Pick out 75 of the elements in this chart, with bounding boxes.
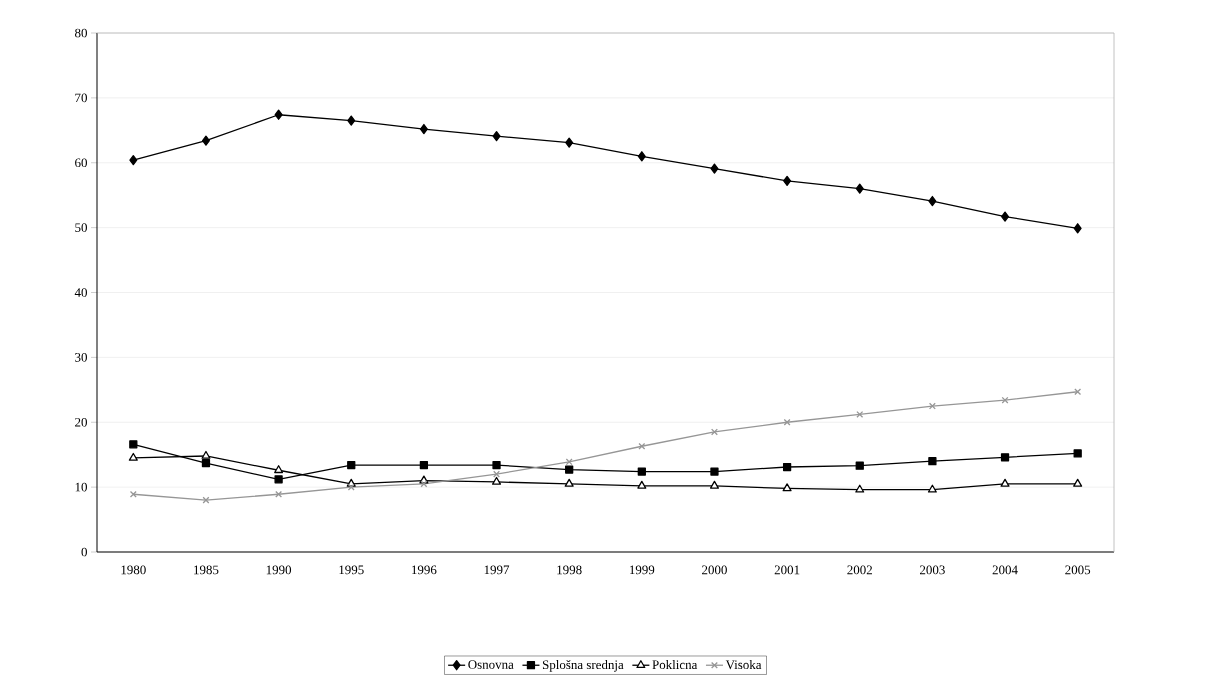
point	[128, 452, 138, 461]
point	[419, 460, 429, 470]
point	[275, 490, 283, 498]
x-tick-label: 2001	[774, 565, 800, 575]
point	[927, 484, 937, 493]
legend-label: Poklicna	[652, 660, 698, 670]
legend-label: Osnovna	[468, 660, 514, 669]
point	[274, 475, 283, 484]
x-tick-label: 1998	[557, 565, 582, 575]
x-tick-label: 2000	[702, 565, 727, 575]
point	[928, 402, 936, 410]
y-tick-label: 70	[75, 93, 87, 103]
point	[201, 135, 210, 146]
x-tick-label: 2003	[920, 565, 945, 575]
point	[565, 137, 574, 148]
point	[274, 109, 283, 120]
point	[493, 470, 500, 478]
point	[928, 457, 937, 466]
y-tick-label: 0	[81, 547, 87, 557]
point	[564, 478, 574, 487]
x-tick-label: 1990	[266, 565, 292, 575]
point	[710, 163, 719, 174]
point	[1001, 211, 1010, 222]
point	[201, 458, 211, 468]
point	[347, 460, 356, 470]
point	[1000, 478, 1010, 487]
y-tick-label: 30	[75, 353, 87, 362]
point	[783, 175, 792, 187]
x-tick-label: 2005	[1065, 565, 1091, 575]
point	[1000, 453, 1010, 462]
point	[855, 461, 864, 470]
point	[129, 155, 138, 166]
point	[928, 195, 937, 207]
point	[710, 467, 719, 476]
point	[565, 465, 574, 474]
point	[710, 428, 718, 436]
x-tick-label: 1980	[121, 565, 146, 575]
point	[201, 450, 211, 459]
point	[782, 483, 792, 492]
point	[709, 480, 719, 489]
y-tick-label: 40	[74, 288, 87, 297]
point	[637, 480, 647, 489]
legend-label: Visoka	[725, 660, 762, 670]
point	[637, 467, 646, 476]
point	[1073, 223, 1082, 234]
point	[1001, 396, 1009, 404]
x-tick-label: 1995	[339, 565, 364, 575]
y-tick-label: 80	[75, 28, 87, 38]
point	[347, 115, 356, 126]
x-tick-label: 1985	[194, 565, 219, 575]
point	[419, 123, 428, 135]
point	[855, 484, 865, 493]
y-tick-label: 10	[75, 482, 87, 492]
point	[492, 460, 501, 470]
point	[782, 462, 792, 472]
y-tick-label: 50	[75, 223, 87, 232]
point	[856, 411, 864, 418]
point	[274, 465, 284, 474]
x-tick-label: 2002	[847, 565, 872, 575]
point	[637, 151, 646, 162]
point	[1073, 478, 1083, 487]
y-tick-label: 20	[75, 417, 87, 427]
point	[783, 418, 791, 426]
point	[347, 483, 355, 491]
legend-label: Splošna srednja	[542, 659, 624, 672]
x-tick-label: 1997	[484, 565, 510, 575]
y-tick-label: 60	[75, 158, 87, 168]
point	[492, 476, 502, 485]
x-tick-label: 1999	[630, 565, 655, 575]
x-tick-label: 2004	[992, 565, 1018, 575]
point	[492, 131, 501, 142]
point	[855, 183, 864, 194]
x-tick-label: 1996	[412, 565, 437, 575]
point	[1073, 449, 1082, 458]
point	[129, 440, 138, 449]
